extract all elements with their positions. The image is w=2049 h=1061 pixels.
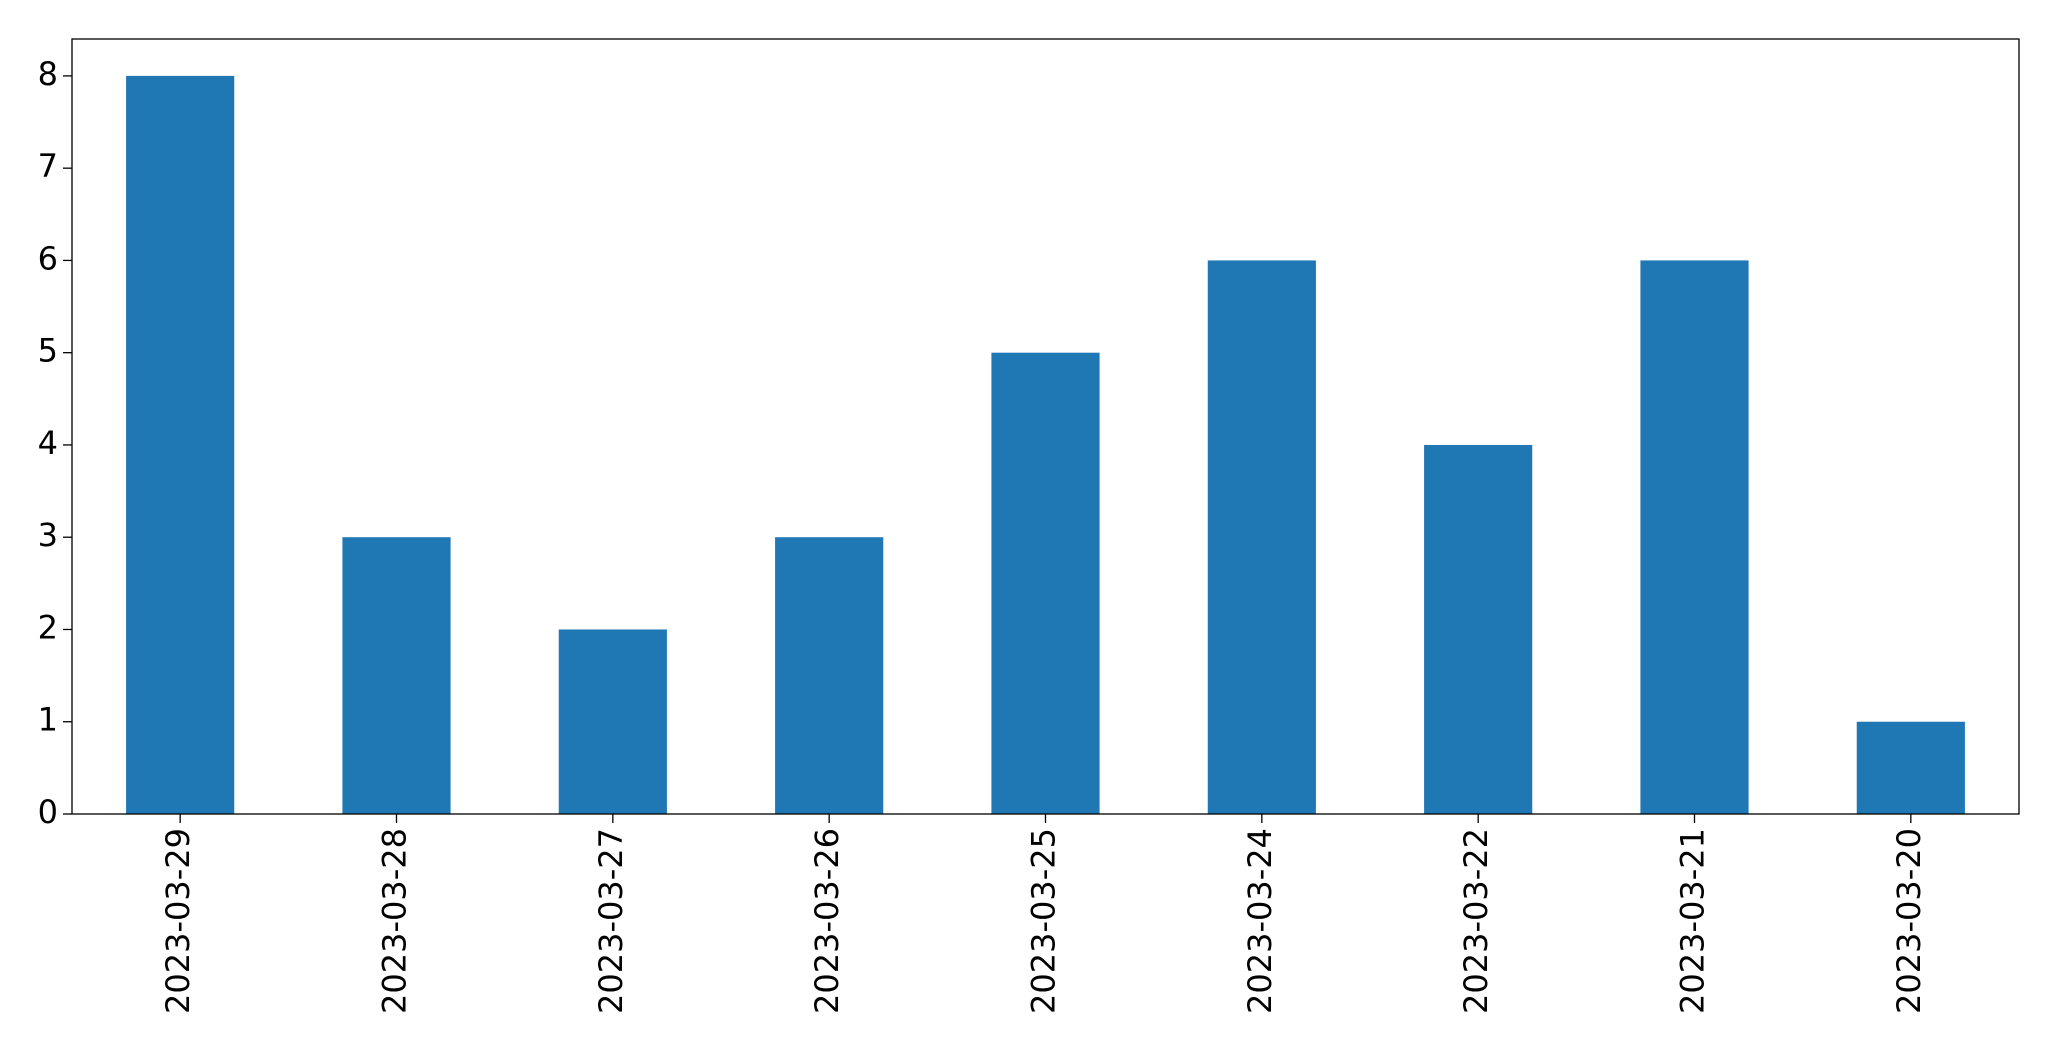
x-tick-label: 2023-03-24 [1241,828,1279,1014]
bar [1424,444,1533,814]
x-tick-label: 2023-03-21 [1674,828,1712,1014]
y-tick-label: 5 [38,332,58,370]
bar [342,537,451,814]
y-tick-label: 7 [38,147,58,185]
y-tick-label: 4 [38,424,58,462]
bar [558,629,667,814]
bar [991,352,1100,814]
x-tick-label: 2023-03-28 [376,828,414,1014]
x-tick-label: 2023-03-20 [1890,828,1928,1014]
y-tick-label: 1 [38,701,58,739]
y-tick-label: 3 [38,516,58,554]
x-tick-label: 2023-03-25 [1025,828,1063,1014]
y-tick-label: 8 [38,55,58,93]
bar [1640,260,1749,814]
x-tick-label: 2023-03-27 [592,828,630,1014]
y-tick-label: 6 [38,239,58,277]
y-tick-label: 2 [38,608,58,646]
x-tick-label: 2023-03-26 [808,828,846,1014]
bar [1856,721,1965,814]
bar [1207,260,1316,814]
x-tick-label: 2023-03-29 [159,828,197,1014]
bar [775,537,884,814]
plot-frame [71,38,2020,815]
y-tick-label: 0 [38,793,58,831]
bar [126,75,235,814]
x-tick-label: 2023-03-22 [1457,828,1495,1014]
